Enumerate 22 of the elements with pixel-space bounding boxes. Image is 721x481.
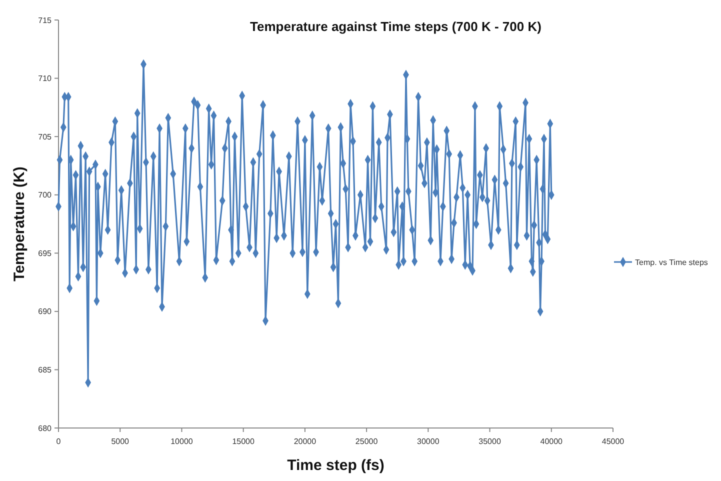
y-tick-label: 685	[38, 366, 52, 375]
y-tick-label: 695	[38, 248, 52, 258]
chart-title: Temperature against Time steps (700 K - 700 K)	[250, 19, 542, 34]
y-tick-label: 690	[38, 307, 52, 316]
x-axis-title: Time step (fs)	[287, 457, 384, 474]
x-tick-label: 30000	[417, 437, 440, 446]
y-tick-label: 715	[38, 16, 52, 25]
x-tick-label: 15000	[232, 437, 256, 446]
x-tick-label: 35000	[478, 437, 502, 446]
x-tick-label: 10000	[170, 437, 194, 446]
x-tick-label: 5000	[111, 437, 130, 446]
x-tick-label: 25000	[355, 437, 378, 446]
y-tick-label: 705	[38, 132, 52, 142]
legend-label: Temp. vs Time steps	[635, 258, 708, 267]
y-tick-label: 710	[38, 74, 52, 84]
y-axis-title: Temperature (K)	[11, 166, 28, 282]
y-tick-label: 700	[38, 190, 52, 200]
y-tick-label: 680	[38, 424, 52, 433]
x-tick-label: 45000	[602, 437, 625, 446]
x-tick-label: 0	[56, 437, 62, 446]
x-tick-label: 20000	[294, 437, 317, 446]
x-tick-label: 40000	[540, 437, 564, 446]
